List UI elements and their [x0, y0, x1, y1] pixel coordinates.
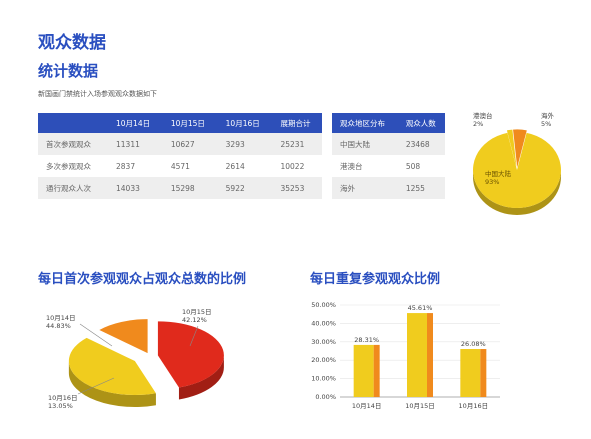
table-header: 10月14日	[108, 113, 163, 133]
slice-label: 44.83%	[46, 322, 71, 330]
y-tick-label: 10.00%	[311, 375, 336, 383]
table-cell: 1255	[397, 177, 445, 199]
table-cell: 通行观众人次	[38, 177, 108, 199]
table-header: 10月16日	[217, 113, 273, 133]
table-row: 多次参观观众 2837 4571 2614 10022	[38, 155, 322, 177]
data-label: 45.61%	[408, 304, 433, 312]
leader-line	[77, 377, 115, 395]
leader-line	[79, 323, 113, 347]
table-header	[38, 113, 108, 133]
pie-slice-side	[473, 170, 561, 215]
page-title: 观众数据	[38, 33, 106, 53]
slice-label: 2%	[473, 120, 483, 128]
pie-slice	[506, 129, 517, 168]
table-cell: 35253	[272, 177, 322, 199]
bar-side	[373, 344, 380, 397]
table-cell: 25231	[272, 133, 322, 155]
table-cell: 10022	[280, 161, 305, 171]
table-cell: 中国大陆	[332, 133, 398, 155]
pie-slice-side	[178, 355, 224, 400]
slice-label: 10月15日	[182, 308, 212, 316]
y-tick-label: 50.00%	[311, 301, 336, 309]
pie-chart-title: 每日首次参观观众占观众总数的比例	[38, 272, 247, 287]
table-header: 展期合计	[272, 113, 322, 133]
pie-slice	[68, 337, 156, 396]
table-cell: 海外	[332, 177, 398, 199]
table-cell: 3293	[217, 133, 273, 155]
table-cell: 2614	[225, 161, 245, 171]
table-header-row: 观众地区分布 观众人数	[332, 113, 445, 133]
table-cell: 4571	[170, 161, 190, 171]
table-cell: 508	[405, 161, 421, 171]
slice-label: 5%	[541, 120, 551, 128]
repeat-bar-chart: 0.00% 10.00% 20.00% 30.00% 40.00% 50.00% 28.31…	[311, 301, 500, 410]
section-title: 统计数据	[38, 62, 99, 80]
table-cell: 15298	[162, 177, 218, 199]
table-row: 海外 1255	[332, 177, 445, 199]
slice-label: 10月14日	[46, 314, 76, 322]
table-header: 10月15日	[162, 113, 218, 133]
table-cell: 5922	[217, 177, 273, 199]
table-row: 港澳台 508	[332, 155, 445, 177]
data-note: 新国画门禁统计入场参观观众数据如下	[38, 90, 157, 98]
y-tick-label: 30.00%	[311, 338, 336, 346]
pie-slice-side	[68, 361, 156, 408]
slice-label: 42.12%	[182, 316, 207, 324]
bar	[407, 313, 427, 397]
table-cell: 首次参观观众	[38, 133, 108, 155]
slice-label: 10月16日	[48, 394, 78, 402]
pie-slice	[157, 321, 224, 388]
table-row: 中国大陆 23468	[332, 133, 445, 155]
y-tick-label: 0.00%	[315, 393, 336, 401]
slice-label: 中国大陆	[485, 169, 512, 178]
data-label: 28.31%	[354, 336, 379, 344]
x-tick-label: 10月15日	[405, 402, 435, 410]
data-label: 26.08%	[461, 340, 486, 348]
table-row: 首次参观观众 11311 10627 3293 25231	[38, 133, 322, 155]
table-header-row: 10月14日 10月15日 10月16日 展期合计	[38, 113, 322, 133]
table-cell: 23468	[397, 133, 445, 155]
x-tick-label: 10月14日	[352, 402, 382, 410]
table-header: 观众地区分布	[332, 113, 398, 133]
table-cell: 10627	[162, 133, 218, 155]
region-table: 观众地区分布 观众人数 中国大陆 23468 港澳台 508 海外 1255	[332, 113, 445, 199]
slice-label: 13.05%	[48, 402, 73, 410]
table-cell: 11311	[108, 133, 163, 155]
pie-slice	[473, 132, 561, 208]
table-cell: 2837	[116, 161, 136, 171]
bar-chart-title: 每日重复参观观众比例	[310, 272, 441, 287]
slice-label: 93%	[485, 178, 499, 186]
daily-table: 10月14日 10月15日 10月16日 展期合计 首次参观观众 11311 1…	[38, 113, 322, 199]
y-tick-label: 40.00%	[311, 319, 336, 327]
bar	[353, 344, 374, 397]
bar-side	[427, 313, 433, 397]
leader-line	[189, 325, 199, 347]
y-tick-label: 20.00%	[311, 356, 336, 364]
table-header: 观众人数	[397, 113, 445, 133]
table-row: 通行观众人次 14033 15298 5922 35253	[38, 177, 322, 199]
x-tick-label: 10月16日	[459, 402, 489, 410]
table-cell: 多次参观观众	[46, 161, 91, 171]
table-cell: 14033	[108, 177, 163, 199]
pie-slice	[513, 129, 527, 168]
slice-label: 海外	[541, 111, 555, 120]
pie-slice	[99, 319, 148, 354]
bar	[460, 349, 481, 397]
bar-side	[480, 349, 487, 397]
slice-label: 港澳台	[473, 111, 493, 120]
table-cell: 港澳台	[340, 161, 363, 171]
